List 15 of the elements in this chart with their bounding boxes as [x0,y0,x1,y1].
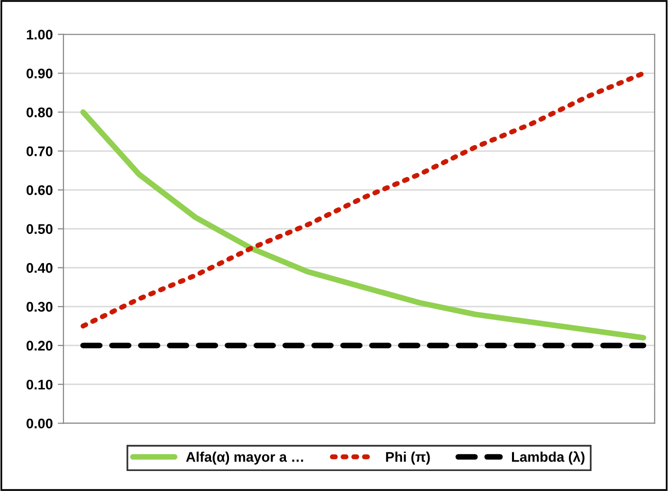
y-tick-label: 0.00 [26,418,52,428]
y-tick-label: 0.70 [26,146,52,156]
y-tick-label: 0.20 [26,340,52,351]
y-tick-label: 0.50 [26,224,52,234]
legend-label: Lambda (λ) [512,451,584,465]
y-tick-label: 0.60 [26,185,52,196]
y-tick-label: 0.30 [26,302,52,312]
y-tick-label: 0.90 [26,68,52,78]
legend-label: Phi (π) [386,452,430,465]
y-tick-label: 0.80 [26,107,52,118]
y-tick-label: 0.40 [26,263,52,273]
legend-label: Alfa(α) mayor a … [186,452,304,465]
y-tick-label: 1.00 [26,30,52,40]
y-tick-label: 0.10 [26,380,52,390]
line-series [80,70,646,328]
